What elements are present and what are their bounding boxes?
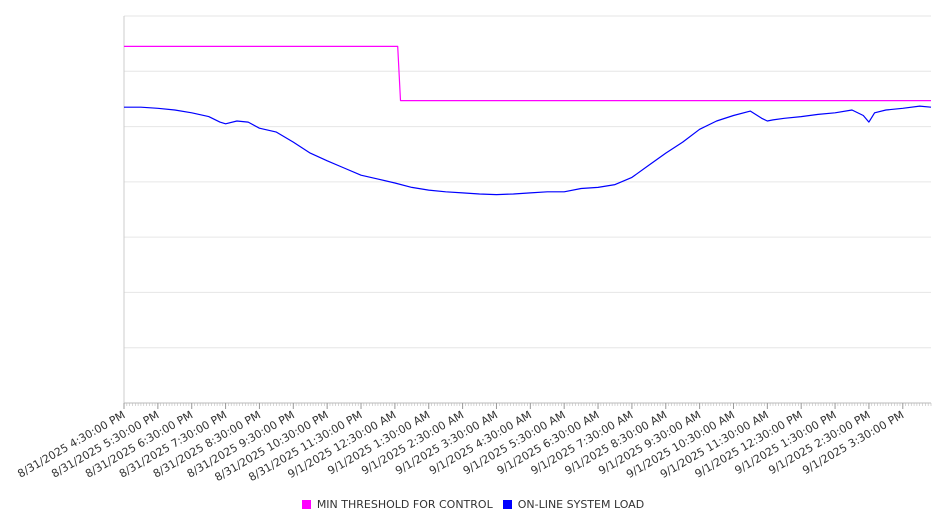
legend-swatch-threshold [301,500,311,509]
series-min-threshold-line [124,45,931,102]
x-minor-ticks [123,403,932,406]
axes [123,16,931,404]
grid-lines [124,15,931,349]
x-tick-labels: 8/31/2025 4:30:00 PM8/31/2025 5:30:00 PM… [15,403,906,484]
legend: MIN THRESHOLD FOR CONTROL ON-LINE SYSTEM… [0,498,946,511]
legend-item-threshold[interactable]: MIN THRESHOLD FOR CONTROL [301,498,493,511]
legend-label-system-load: ON-LINE SYSTEM LOAD [517,498,645,511]
legend-swatch-system-load [502,500,512,509]
series-system-load-line [124,105,932,196]
series-lines [124,45,932,196]
legend-label-threshold: MIN THRESHOLD FOR CONTROL [316,498,493,511]
legend-item-system-load[interactable]: ON-LINE SYSTEM LOAD [502,498,645,511]
